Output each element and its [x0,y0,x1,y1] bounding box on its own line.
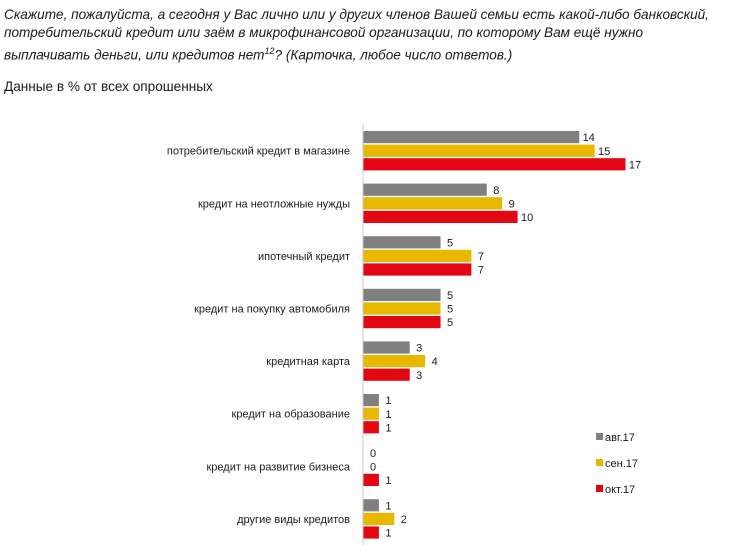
data-label: 5 [447,304,453,316]
bar [363,302,441,315]
bar [363,263,472,276]
bar [363,288,441,301]
data-label: 17 [629,159,641,171]
bar [363,368,410,381]
bar [363,473,379,486]
data-label: 5 [447,317,453,329]
category-label: ипотечный кредит [258,251,350,263]
data-label: 1 [385,475,391,487]
footnote-marker: 12 [264,46,275,56]
data-label: 15 [598,146,610,158]
data-label: 7 [478,265,484,277]
legend-label: сен.17 [605,458,638,470]
data-label: 10 [521,212,533,224]
data-label: 1 [385,422,391,434]
legend-label: окт.17 [605,484,635,496]
bar [363,316,441,329]
data-label: 9 [509,198,515,210]
bar [363,158,626,171]
legend-swatch [596,459,603,466]
question-tail: ? (Карточка, любое число ответов.) [274,47,513,63]
data-label: 8 [493,185,499,197]
data-label: 1 [385,395,391,407]
category-label: кредит на образование [232,409,350,421]
category-label: кредит на развитие бизнеса [206,461,350,473]
category-label: другие виды кредитов [237,514,350,526]
question-body: Скажите, пожалуйста, а сегодня у Вас лич… [4,7,709,63]
legend-label: авг.17 [605,432,635,444]
bar [363,249,472,262]
bar [363,197,503,210]
data-label: 0 [370,461,376,473]
question-text: Скажите, пожалуйста, а сегодня у Вас лич… [4,6,732,65]
category-label: кредит на неотложные нужды [198,198,350,210]
bar [363,131,580,144]
category-label: кредит на покупку автомобиля [194,304,350,316]
data-label: 3 [416,343,422,355]
bar [363,210,518,223]
bar [363,183,487,196]
data-label: 5 [447,290,453,302]
bar [363,341,410,354]
data-label: 4 [432,356,438,368]
category-label: потребительский кредит в магазине [167,146,350,158]
bar [363,394,379,407]
data-label: 2 [401,514,407,526]
bar [363,407,379,420]
category-label: кредитная карта [266,356,351,368]
data-label: 1 [385,500,391,512]
data-label: 5 [447,237,453,249]
data-label: 1 [385,528,391,540]
bar [363,526,379,539]
data-label: 0 [370,448,376,460]
bar [363,499,379,512]
legend-swatch [596,433,603,440]
bar [363,512,395,525]
bar [363,144,595,157]
bar [363,355,426,368]
data-label: 7 [478,251,484,263]
bar [363,236,441,249]
bar [363,421,379,434]
legend-swatch [596,485,603,492]
data-label: 1 [385,409,391,421]
data-label: 3 [416,370,422,382]
data-label: 14 [583,132,595,144]
chart-subtitle: Данные в % от всех опрошенных [4,79,213,94]
